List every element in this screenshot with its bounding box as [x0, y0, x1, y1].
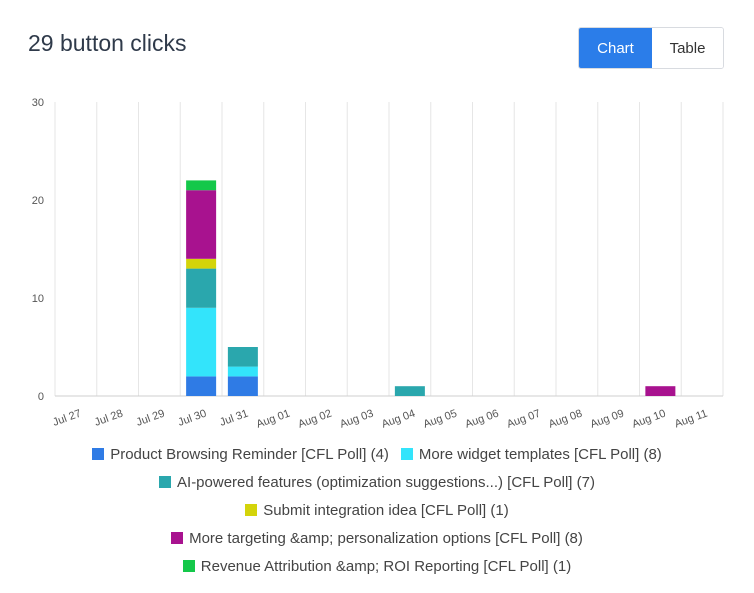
bar-segment — [394, 386, 425, 396]
x-tick-label: Aug 11 — [673, 408, 709, 431]
x-tick-label: Aug 08 — [547, 408, 584, 431]
legend-item[interactable]: AI-powered features (optimization sugges… — [159, 474, 595, 491]
bar-segment — [227, 376, 258, 396]
legend-item[interactable]: Revenue Attribution &amp; ROI Reporting … — [182, 557, 572, 575]
bar-segment — [186, 268, 217, 308]
legend-swatch — [182, 560, 195, 572]
x-tick-label: Jul 30 — [176, 408, 208, 429]
bar-segment — [186, 180, 217, 191]
legend-row: Submit integration idea [CFL Poll] (1) — [0, 496, 754, 524]
bar-segment — [186, 190, 217, 259]
legend-item[interactable]: Product Browsing Reminder [CFL Poll] (4) — [92, 446, 389, 463]
bar-segment — [186, 258, 217, 269]
bar-segment — [645, 386, 676, 396]
x-tick-label: Jul 27 — [51, 408, 83, 429]
legend-item[interactable]: More widget templates [CFL Poll] (8) — [400, 445, 662, 463]
x-tick-label: Aug 01 — [255, 408, 292, 431]
x-tick-label: Jul 29 — [135, 408, 167, 429]
x-tick-label: Aug 09 — [589, 408, 626, 431]
bar-segment — [186, 307, 217, 377]
legend-label: Submit integration idea [CFL Poll] (1) — [263, 501, 509, 519]
legend-label: Product Browsing Reminder [CFL Poll] (4) — [110, 445, 389, 463]
legend-label: More widget templates [CFL Poll] (8) — [418, 445, 662, 463]
legend-label: Revenue Attribution &amp; ROI Reporting … — [200, 557, 572, 575]
bar-segment — [227, 366, 258, 377]
legend-label: More targeting &amp; personalization opt… — [189, 529, 583, 547]
x-tick-label: Aug 10 — [631, 408, 668, 431]
y-tick-label: 0 — [38, 391, 44, 403]
legend-item[interactable]: More targeting &amp; personalization opt… — [171, 530, 583, 547]
x-tick-label: Aug 04 — [380, 408, 417, 431]
page-title: 29 button clicks — [28, 30, 187, 56]
legend-row: AI-powered features (optimization sugges… — [0, 468, 754, 496]
legend-row: More targeting &amp; personalization opt… — [0, 524, 754, 552]
x-tick-label: Aug 02 — [297, 408, 334, 431]
y-tick-label: 20 — [32, 195, 44, 207]
legend-swatch — [159, 476, 172, 488]
legend-row: Product Browsing Reminder [CFL Poll] (4)… — [0, 440, 754, 468]
view-toggle: Chart Table — [578, 27, 724, 69]
chart-view-button[interactable]: Chart — [579, 28, 652, 68]
x-tick-label: Aug 03 — [338, 408, 375, 431]
legend-swatch — [245, 504, 258, 516]
x-tick-label: Jul 31 — [218, 408, 250, 429]
x-tick-label: Aug 07 — [505, 408, 542, 431]
legend-row: Revenue Attribution &amp; ROI Reporting … — [0, 552, 754, 580]
bar-segment — [186, 376, 217, 396]
y-tick-label: 10 — [32, 293, 44, 305]
legend-swatch — [400, 448, 413, 460]
legend-swatch — [92, 448, 105, 460]
y-tick-label: 30 — [32, 97, 44, 109]
legend-swatch — [171, 532, 184, 544]
bar-segment — [227, 347, 258, 367]
legend-label: AI-powered features (optimization sugges… — [177, 473, 595, 491]
x-tick-label: Aug 06 — [464, 408, 501, 431]
chart-legend: Product Browsing Reminder [CFL Poll] (4)… — [0, 440, 754, 580]
legend-item[interactable]: Submit integration idea [CFL Poll] (1) — [245, 501, 509, 519]
table-view-button[interactable]: Table — [652, 28, 723, 68]
x-tick-label: Aug 05 — [422, 408, 459, 431]
x-tick-label: Jul 28 — [93, 408, 125, 429]
